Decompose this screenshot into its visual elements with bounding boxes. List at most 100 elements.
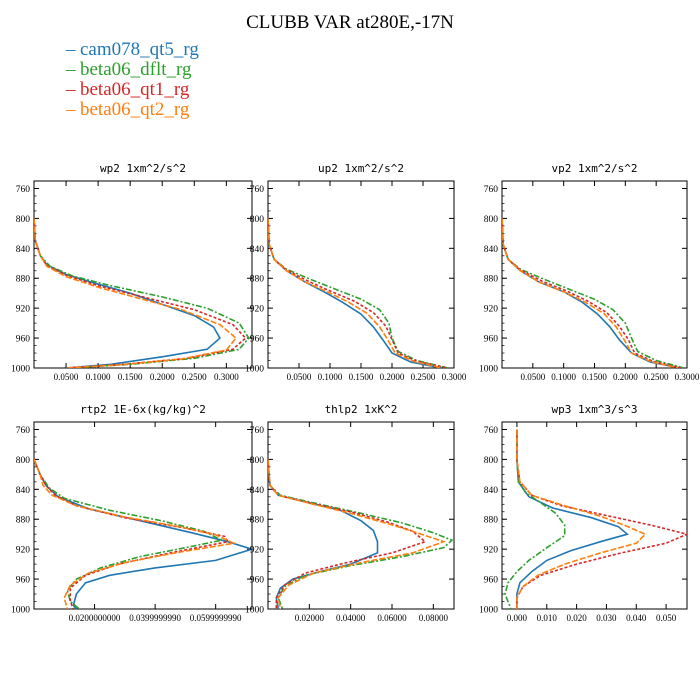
series-line [516,429,629,609]
y-tick-label: 1000 [245,365,264,375]
chart-panel: wp3 1xm^3/s^3 760 800 840 880 920 960 1000 0.000… [479,403,688,623]
y-tick-label: 920 [484,546,499,556]
x-tick-label: 0.2500 [644,372,669,382]
x-tick-label: 0.3000 [675,372,700,382]
series-line [34,218,250,368]
y-tick-label: 960 [250,335,265,345]
legend-swatch: – [66,59,76,80]
x-tick-label: 0.020 [566,613,587,623]
y-tick-label: 880 [250,275,265,285]
x-tick-label: 0.050 [656,613,677,623]
y-tick-label: 920 [250,546,265,556]
legend: – cam078_qt5_rg – beta06_dflt_rg – beta06_q… [66,40,199,120]
y-tick-label: 920 [250,305,265,315]
x-tick-label: 0.2500 [411,372,436,382]
x-tick-label: 0.010 [537,613,558,623]
y-tick-label: 760 [16,426,31,436]
x-tick-label: 0.02000 [295,613,325,623]
x-tick-label: 0.1000 [551,372,576,382]
x-tick-label: 0.0200000000 [69,613,121,623]
x-tick-label: 0.0500 [287,372,312,382]
x-tick-label: 0.1500 [349,372,374,382]
y-tick-label: 800 [16,215,31,225]
panel-title: thlp2 1xK^2 [325,403,398,416]
y-tick-label: 1000 [245,606,264,616]
series-line [34,218,238,368]
panel-title: up2 1xm^2/s^2 [318,162,404,175]
series-line [268,218,442,368]
y-tick-label: 1000 [11,606,30,616]
chart-panel: rtp2 1E-6x(kg/kg)^2 760 800 840 880 920 960 100… [11,403,253,623]
y-tick-label: 800 [250,456,265,466]
chart-panel: up2 1xm^2/s^2 760 800 840 880 920 960 1000 0.050… [245,162,467,382]
x-tick-label: 0.040 [626,613,647,623]
panel-title: vp2 1xm^2/s^2 [551,162,637,175]
series-line [502,218,681,368]
x-tick-label: 0.2000 [150,372,175,382]
legend-swatch: – [66,99,76,120]
y-tick-label: 1000 [479,365,498,375]
series-line [268,459,447,609]
x-tick-label: 0.1500 [118,372,143,382]
x-tick-label: 0.04000 [336,613,366,623]
y-tick-label: 960 [484,335,499,345]
series-line [502,218,681,368]
series-line [516,429,687,609]
plot-frame [501,180,688,369]
y-tick-label: 920 [16,546,31,556]
y-tick-label: 800 [250,215,265,225]
x-tick-label: 0.06000 [377,613,407,623]
plot-frame [33,180,253,369]
y-tick-label: 840 [484,245,499,255]
y-tick-label: 800 [484,215,499,225]
y-tick-label: 920 [16,305,31,315]
x-tick-label: 0.2000 [613,372,638,382]
y-tick-label: 880 [16,275,31,285]
chart-panel: thlp2 1xK^2 760 800 840 880 920 960 1000 0.02000… [245,403,455,623]
x-tick-label: 0.2000 [380,372,405,382]
series-line [268,218,448,368]
series-line [34,218,247,368]
y-tick-label: 960 [16,576,31,586]
chart-panel: vp2 1xm^2/s^2 760 800 840 880 920 960 1000 0.050… [479,162,700,382]
x-tick-label: 0.030 [596,613,617,623]
series-line [268,459,454,609]
y-tick-label: 800 [484,456,499,466]
x-tick-label: 0.1500 [582,372,607,382]
panel-title: wp3 1xm^3/s^3 [551,403,637,416]
panel-title: wp2 1xm^2/s^2 [100,162,186,175]
y-tick-label: 840 [16,486,31,496]
y-tick-label: 880 [484,275,499,285]
x-tick-label: 0.2500 [182,372,207,382]
series-line [504,429,566,609]
y-tick-label: 880 [16,516,31,526]
y-tick-label: 960 [250,576,265,586]
y-tick-label: 840 [250,486,265,496]
y-tick-label: 840 [484,486,499,496]
y-tick-label: 840 [250,245,265,255]
legend-label: cam078_qt5_rg [80,39,199,60]
series-line [34,218,221,368]
panel-title: rtp2 1E-6x(kg/kg)^2 [80,403,206,416]
y-tick-label: 1000 [11,365,30,375]
plot-frame [501,421,688,610]
series-line [34,459,230,609]
plot-frame [267,421,455,610]
series-line [34,459,225,609]
x-tick-label: 0.1000 [86,372,111,382]
legend-item: – beta06_dflt_rg [66,60,199,80]
y-tick-label: 760 [16,185,31,195]
x-tick-label: 0.0599999990 [190,613,242,623]
legend-label: beta06_dflt_rg [80,59,192,80]
y-tick-label: 840 [16,245,31,255]
plot-frame [267,180,455,369]
x-tick-label: 0.3000 [214,372,239,382]
y-tick-label: 920 [484,305,499,315]
legend-swatch: – [66,79,76,100]
chart-panel: wp2 1xm^2/s^2 760 800 840 880 920 960 1000 0.050… [11,162,253,382]
series-line [34,459,237,609]
x-tick-label: 0.000 [507,613,528,623]
series-line [268,459,427,609]
plot-frame [33,421,253,610]
